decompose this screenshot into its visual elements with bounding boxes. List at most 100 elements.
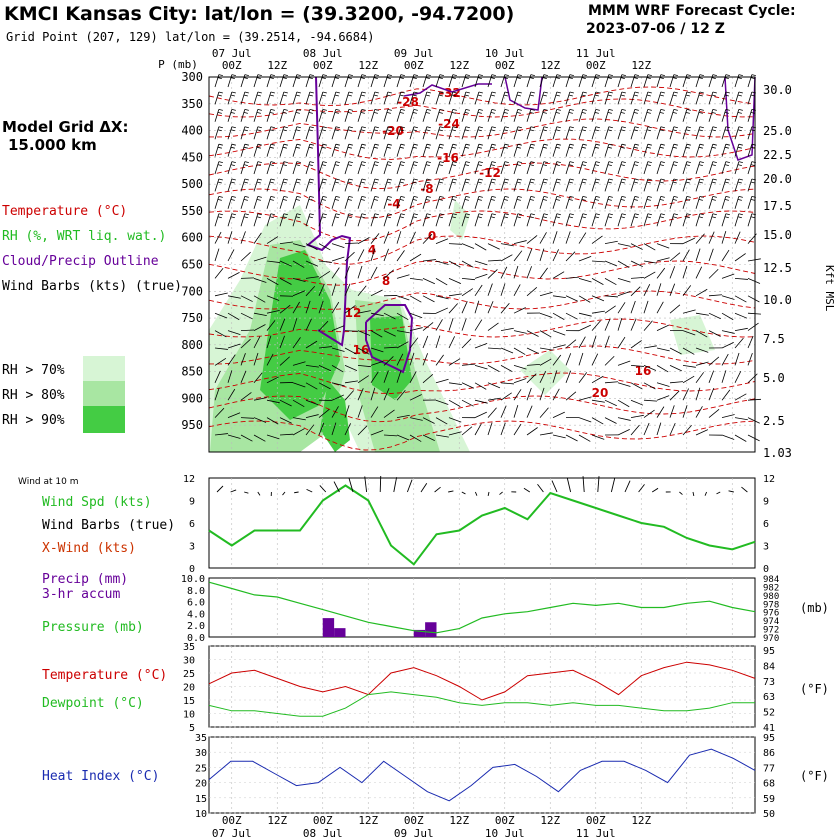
wind-barb: [370, 406, 379, 418]
wind-barb: [591, 295, 605, 302]
wind-barb-flag: [386, 146, 391, 149]
wind-barb-flag: [595, 91, 600, 94]
wind-barb: [578, 278, 592, 283]
forecast-cycle-label: MMM WRF Forecast Cycle:: [588, 3, 796, 19]
wind-barb-flag: [465, 108, 470, 111]
wind-barb: [266, 417, 279, 425]
wind-barb-flag: [244, 161, 249, 163]
wind-barb: [617, 382, 631, 387]
wind-barb: [539, 126, 545, 140]
wind-barb-flag: [750, 94, 755, 97]
wind-barb-flag: [387, 213, 392, 216]
wind-barb: [214, 433, 228, 436]
wind-barb: [240, 295, 253, 302]
wind-barb: [331, 325, 345, 331]
wind-barb: [448, 431, 462, 436]
wind-barb: [695, 266, 703, 279]
temperature-contour: [208, 420, 756, 451]
wind-tick-right: 0: [763, 564, 769, 575]
wind-barb: [331, 161, 337, 175]
wind-barb: [448, 318, 454, 331]
wind-barb-flag: [322, 74, 327, 76]
wind-barb-flag: [230, 198, 235, 201]
wind-barb: [214, 231, 222, 244]
temperature-contour: [208, 210, 756, 242]
pressure-tick-label: 984: [763, 575, 779, 585]
wind-barb-flag: [529, 198, 534, 201]
wind-barb-flag: [516, 111, 521, 114]
wind-barb-flag: [243, 94, 248, 97]
wind-barb: [292, 243, 306, 248]
wind-barb-flag: [321, 181, 326, 184]
wind-barb-flag: [750, 164, 755, 166]
wind-barb: [630, 109, 636, 122]
wind-barb: [448, 260, 461, 268]
wind-barb: [357, 178, 363, 192]
wind-barb: [214, 267, 224, 279]
wind-barb-flag: [581, 129, 586, 132]
wind-barb-flag: [257, 161, 262, 163]
wind-barb-flag: [711, 129, 716, 132]
wind-barb-flag: [426, 126, 431, 129]
wind-barb: [396, 178, 402, 192]
wind-barb: [279, 433, 293, 436]
wind-barb: [305, 243, 318, 251]
wind-barb-flag: [257, 213, 262, 216]
wind-barb-flag: [413, 195, 418, 198]
temperature-label: -28: [397, 95, 419, 109]
wind-barb: [383, 161, 389, 175]
surface-wind-barb: [294, 491, 299, 494]
wind-barb: [682, 237, 695, 244]
wind-barb-flag: [517, 74, 522, 76]
wind-barb: [695, 372, 704, 384]
wind-barb: [513, 91, 519, 105]
wind-barb: [240, 109, 246, 122]
wind-barb: [240, 231, 246, 244]
wind-barb: [552, 434, 566, 439]
wind-barb: [422, 178, 428, 192]
wind-barb: [565, 276, 579, 279]
legend-rh80: RH > 80%: [2, 388, 65, 403]
wind-barb-flag: [361, 213, 366, 216]
wind-barb-flag: [490, 146, 495, 149]
wind-barb-flag: [660, 108, 665, 111]
wind-barb: [305, 276, 319, 279]
wind-barb: [487, 161, 493, 175]
wind-barb: [552, 330, 566, 336]
legend-wind-barbs: Wind Barbs (kts) (true): [2, 279, 183, 294]
wind-barb: [591, 213, 597, 227]
wind-barb: [487, 196, 493, 209]
wind-barb: [682, 285, 692, 297]
surface-wind-barb: [348, 478, 354, 493]
wind-barb: [435, 260, 449, 265]
wind-barb-flag: [685, 146, 690, 149]
wind-barb-flag: [542, 111, 547, 114]
top-hour-label: 12Z: [449, 59, 469, 72]
legend-cloud: Cloud/Precip Outline: [2, 254, 159, 269]
wind-barb: [396, 250, 405, 262]
wind-barb-flag: [712, 213, 717, 216]
wind-barb-flag: [373, 111, 378, 114]
wind-barb: [578, 324, 591, 331]
wind-barb-flag: [699, 91, 704, 94]
wind-barb-flag: [231, 91, 236, 94]
wind-barb: [591, 91, 597, 105]
wind-barb-flag: [464, 77, 469, 79]
cloud-outline: [306, 76, 352, 347]
wind-barb: [682, 309, 696, 314]
wind-barb: [630, 213, 636, 227]
wind-barb-flag: [478, 108, 483, 111]
wind-barb-flag: [530, 74, 535, 76]
wind-barb-flag: [451, 198, 456, 201]
wind-barb: [305, 161, 311, 175]
wind-barb: [383, 434, 397, 437]
wind-barb-flag: [218, 91, 223, 94]
wind-barb-flag: [244, 74, 249, 76]
wind-barb: [422, 233, 433, 244]
wind-barb: [409, 178, 415, 192]
wind-barb: [227, 144, 233, 157]
wind-barb-flag: [621, 126, 626, 129]
wind-barb-flag: [685, 216, 690, 219]
wind-barb: [344, 390, 354, 401]
wind-barb-flag: [725, 213, 730, 216]
